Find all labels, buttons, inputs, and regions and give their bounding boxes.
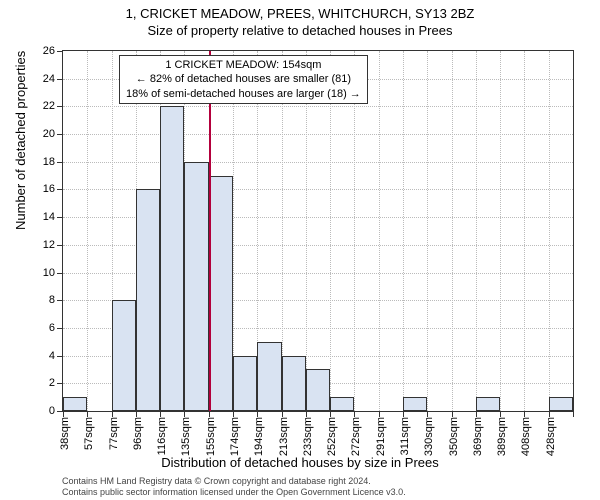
y-tick: [57, 51, 63, 52]
footer-attribution: Contains HM Land Registry data © Crown c…: [62, 476, 406, 498]
grid-line-v: [354, 51, 355, 411]
x-tick-label: 57sqm: [83, 417, 95, 450]
chart-container: 1, CRICKET MEADOW, PREES, WHITCHURCH, SY…: [0, 0, 600, 500]
x-tick-label: 194sqm: [253, 417, 265, 456]
footer-line-2: Contains public sector information licen…: [62, 487, 406, 498]
y-tick: [57, 300, 63, 301]
x-tick-label: 233sqm: [302, 417, 314, 456]
chart-plot-area: 0246810121416182022242638sqm57sqm77sqm96…: [62, 50, 574, 412]
y-tick: [57, 217, 63, 218]
x-tick-label: 252sqm: [326, 417, 338, 456]
chart-subtitle: Size of property relative to detached ho…: [0, 21, 600, 38]
x-tick-label: 77sqm: [108, 417, 120, 450]
histogram-bar: [112, 300, 136, 411]
grid-line-v: [524, 51, 525, 411]
chart-title: 1, CRICKET MEADOW, PREES, WHITCHURCH, SY…: [0, 0, 600, 21]
grid-line-v: [500, 51, 501, 411]
grid-line-h: [63, 162, 573, 163]
histogram-bar: [549, 397, 573, 411]
x-tick-label: 311sqm: [399, 417, 411, 455]
y-tick: [57, 273, 63, 274]
x-tick-label: 428sqm: [545, 417, 557, 456]
y-tick-label: 6: [49, 322, 55, 334]
x-tick: [573, 411, 574, 417]
y-tick: [57, 383, 63, 384]
grid-line-v: [379, 51, 380, 411]
y-axis-label: Number of detached properties: [13, 51, 28, 230]
y-tick-label: 22: [43, 100, 55, 112]
x-tick-label: 369sqm: [472, 417, 484, 456]
histogram-bar: [330, 397, 354, 411]
histogram-bar: [63, 397, 87, 411]
footer-line-1: Contains HM Land Registry data © Crown c…: [62, 476, 406, 487]
histogram-bar: [306, 369, 330, 411]
y-tick-label: 20: [43, 128, 55, 140]
x-tick-label: 330sqm: [423, 417, 435, 456]
annotation-line: 18% of semi-detached houses are larger (…: [126, 87, 361, 101]
y-tick: [57, 328, 63, 329]
grid-line-h: [63, 134, 573, 135]
y-tick-label: 10: [43, 267, 55, 279]
x-tick-label: 408sqm: [520, 417, 532, 456]
histogram-bar: [136, 189, 160, 411]
histogram-bar: [160, 106, 184, 411]
x-tick-label: 116sqm: [156, 417, 168, 455]
y-tick: [57, 245, 63, 246]
y-tick-label: 14: [43, 211, 55, 223]
x-tick-label: 155sqm: [205, 417, 217, 456]
x-tick-label: 135sqm: [180, 417, 192, 456]
y-tick: [57, 162, 63, 163]
x-axis-label: Distribution of detached houses by size …: [0, 455, 600, 470]
histogram-bar: [233, 356, 257, 411]
grid-line-v: [403, 51, 404, 411]
histogram-bar: [257, 342, 281, 411]
reference-line: [209, 51, 211, 411]
grid-line-v: [452, 51, 453, 411]
annotation-line: 1 CRICKET MEADOW: 154sqm: [126, 58, 361, 72]
grid-line-v: [330, 51, 331, 411]
grid-line-v: [427, 51, 428, 411]
x-tick-label: 96sqm: [132, 417, 144, 450]
y-tick-label: 16: [43, 183, 55, 195]
y-tick-label: 26: [43, 45, 55, 57]
x-tick-label: 350sqm: [448, 417, 460, 456]
histogram-bar: [184, 162, 208, 411]
histogram-bar: [209, 176, 233, 411]
x-tick-label: 38sqm: [59, 417, 71, 450]
grid-line-v: [476, 51, 477, 411]
y-tick: [57, 106, 63, 107]
x-tick-label: 389sqm: [496, 417, 508, 456]
y-tick-label: 12: [43, 239, 55, 251]
y-tick: [57, 356, 63, 357]
y-tick-label: 4: [49, 350, 55, 362]
x-tick-label: 272sqm: [350, 417, 362, 456]
y-tick: [57, 134, 63, 135]
annotation-box: 1 CRICKET MEADOW: 154sqm← 82% of detache…: [119, 55, 368, 104]
grid-line-v: [549, 51, 550, 411]
y-tick-label: 8: [49, 294, 55, 306]
grid-line-v: [87, 51, 88, 411]
histogram-bar: [476, 397, 500, 411]
y-tick: [57, 79, 63, 80]
y-tick-label: 0: [49, 405, 55, 417]
grid-line-v: [306, 51, 307, 411]
grid-line-h: [63, 106, 573, 107]
y-tick-label: 2: [49, 377, 55, 389]
x-tick-label: 213sqm: [278, 417, 290, 456]
histogram-bar: [282, 356, 306, 411]
x-tick-label: 174sqm: [229, 417, 241, 456]
annotation-line: ← 82% of detached houses are smaller (81…: [126, 72, 361, 86]
y-tick-label: 18: [43, 156, 55, 168]
y-tick-label: 24: [43, 73, 55, 85]
x-tick-label: 291sqm: [375, 417, 387, 456]
plot-region: 0246810121416182022242638sqm57sqm77sqm96…: [63, 51, 573, 411]
histogram-bar: [403, 397, 427, 411]
y-tick: [57, 189, 63, 190]
